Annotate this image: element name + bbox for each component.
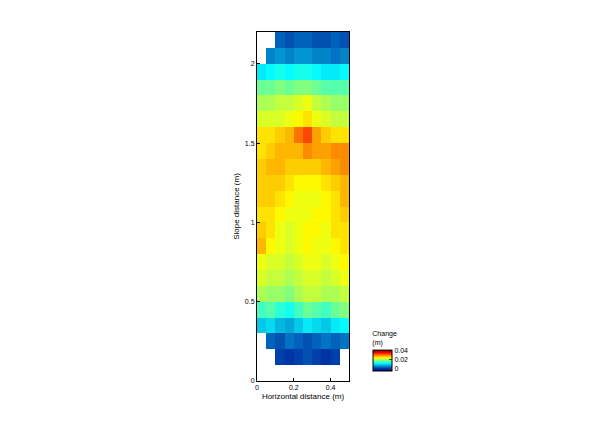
svg-text:Slope distance (m): Slope distance (m) bbox=[232, 173, 241, 240]
svg-text:Change(m): Change(m) bbox=[372, 330, 397, 347]
svg-text:Horizontal distance (m): Horizontal distance (m) bbox=[262, 392, 345, 401]
svg-text:0.04: 0.04 bbox=[394, 347, 408, 354]
svg-text:0.02: 0.02 bbox=[394, 356, 408, 363]
svg-text:1.5: 1.5 bbox=[245, 140, 255, 147]
svg-text:2: 2 bbox=[251, 60, 255, 67]
svg-text:1: 1 bbox=[251, 219, 255, 226]
svg-text:0.5: 0.5 bbox=[245, 298, 255, 305]
svg-text:0: 0 bbox=[251, 377, 255, 384]
svg-text:0: 0 bbox=[255, 384, 259, 391]
svg-text:0.4: 0.4 bbox=[326, 384, 336, 391]
svg-text:0: 0 bbox=[394, 365, 398, 372]
svg-text:0.2: 0.2 bbox=[289, 384, 299, 391]
